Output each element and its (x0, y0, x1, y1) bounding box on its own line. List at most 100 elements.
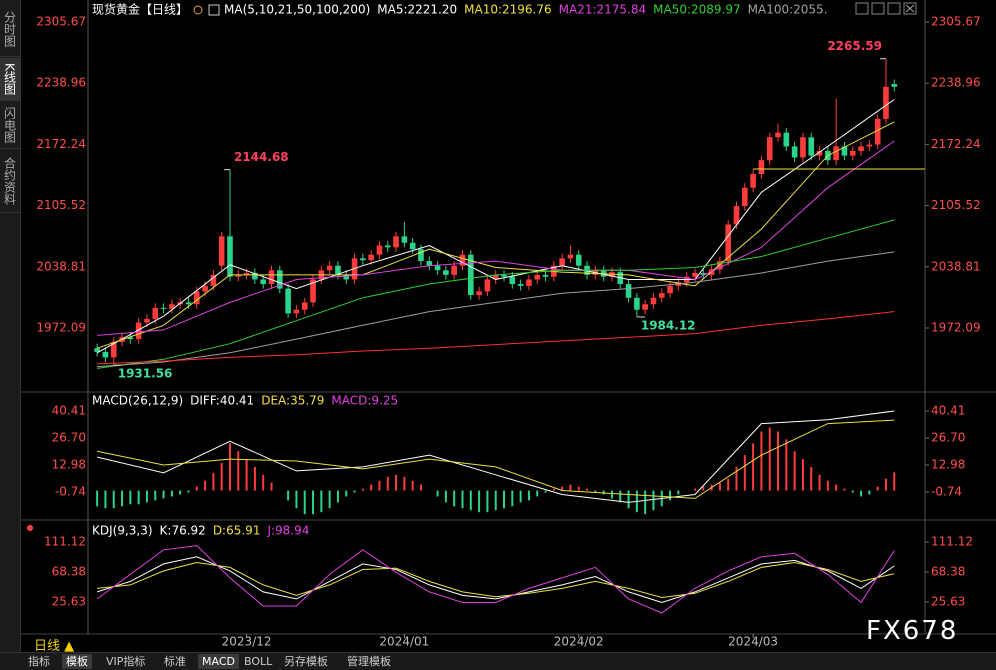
y-tick-label: 2172.24 (36, 137, 86, 151)
macd-bar (561, 486, 564, 491)
macd-bar (478, 490, 481, 513)
candle-body (393, 236, 399, 248)
bottom-tab[interactable]: 另存模板 (284, 655, 328, 668)
candle-body (849, 151, 856, 156)
y-tick-label: 2038.81 (931, 259, 981, 273)
sidebar-tab[interactable]: 合约资料 (0, 150, 20, 213)
y-tick-label: 12.98 (52, 458, 86, 472)
macd-bar (287, 490, 290, 501)
candle-body (202, 285, 208, 292)
macd-bar (627, 490, 630, 509)
macd-bar (486, 490, 489, 513)
macd-bar (801, 459, 804, 491)
macd-bar (826, 480, 829, 491)
macd-bar (395, 474, 398, 491)
icon[interactable] (903, 2, 917, 15)
macd-bar (893, 472, 896, 491)
macd-bar (793, 451, 796, 491)
y-tick-label: 2105.52 (36, 198, 86, 212)
series-line (96, 545, 895, 614)
macd-bar (693, 488, 696, 491)
candle-body (492, 274, 499, 280)
series-line (97, 219, 895, 369)
candle-body (443, 270, 449, 275)
candle-body (750, 173, 756, 188)
candle-body (891, 84, 898, 87)
macd-bar (187, 490, 190, 493)
y-tick-label: 26.70 (931, 431, 965, 445)
bottom-tab[interactable]: MACD (198, 654, 239, 669)
macd-bar (843, 488, 846, 491)
candle-body (409, 242, 416, 250)
sidebar-tab[interactable]: 分时图 (0, 2, 20, 57)
candle-body (218, 236, 225, 266)
candle-body (650, 297, 657, 305)
candle-body (434, 265, 441, 271)
macd-bar (577, 486, 580, 491)
period-selector[interactable]: 日线 ▲ (34, 639, 75, 654)
macd-bar (718, 482, 721, 491)
annotation: 1984.12 (641, 318, 696, 332)
macd-bar (129, 490, 132, 505)
candle-body (135, 322, 142, 340)
bottom-tab[interactable]: 标准 (164, 655, 186, 668)
macd-bar (386, 476, 389, 491)
icon[interactable] (871, 2, 885, 15)
candle-body (326, 265, 333, 271)
candle-body (542, 274, 549, 277)
y-tick-label: 1972.09 (931, 320, 981, 334)
macd-bar (702, 486, 705, 491)
macd-bar (195, 486, 198, 491)
bottom-tab[interactable]: 模板 (62, 654, 92, 669)
bottom-tab[interactable]: VIP指标 (106, 655, 146, 668)
icon[interactable] (887, 2, 901, 15)
legend-entry: DEA:35.79 (261, 394, 324, 408)
candle-body (467, 254, 474, 296)
y-tick-label: 1972.09 (36, 320, 86, 334)
macd-bar (735, 466, 738, 491)
y-tick-label: 111.12 (44, 535, 86, 549)
macd-bar (835, 484, 838, 491)
candle-body (575, 254, 582, 266)
macd-bar (768, 427, 771, 491)
legend-entry: MA50:2089.97 (653, 3, 741, 17)
watermark: FX678 (866, 616, 959, 646)
series-line (97, 140, 895, 336)
series-line (96, 121, 895, 349)
y-tick-label: 2238.96 (931, 76, 981, 90)
candle-body (401, 236, 408, 243)
series-line (97, 251, 895, 368)
candle-body (368, 254, 374, 261)
sidebar-tab[interactable]: 闪电图 (0, 102, 20, 149)
macd-bar (370, 484, 373, 491)
candle-body (858, 146, 864, 152)
macd-bar (378, 480, 381, 491)
macd-bar (868, 490, 871, 495)
y-tick-label: 2038.81 (36, 259, 86, 273)
y-tick-label: 68.38 (52, 565, 86, 579)
bottom-tab[interactable]: 指标 (28, 655, 50, 668)
series-line (96, 556, 895, 604)
candle-body (484, 279, 491, 292)
macd-bar (469, 490, 472, 511)
candle-body (102, 351, 109, 358)
macd-bar (544, 490, 547, 493)
macd-bar (361, 488, 364, 491)
macd-bar (727, 478, 730, 491)
macd-bar (569, 484, 572, 491)
macd-bar (527, 490, 530, 501)
macd-bar (884, 478, 887, 491)
candle-body (343, 274, 350, 280)
bottom-tab[interactable]: BOLL (244, 655, 273, 668)
y-tick-label: 40.41 (52, 404, 86, 418)
candle-body (700, 273, 707, 275)
settings-icon[interactable] (27, 525, 33, 531)
y-tick-label: 12.98 (931, 458, 965, 472)
macd-bar (436, 490, 439, 497)
sidebar-tab[interactable]: K线图 (0, 58, 20, 101)
macd-bar (245, 459, 248, 491)
candle-body (766, 137, 773, 161)
bottom-tab[interactable]: 管理模板 (347, 655, 391, 668)
